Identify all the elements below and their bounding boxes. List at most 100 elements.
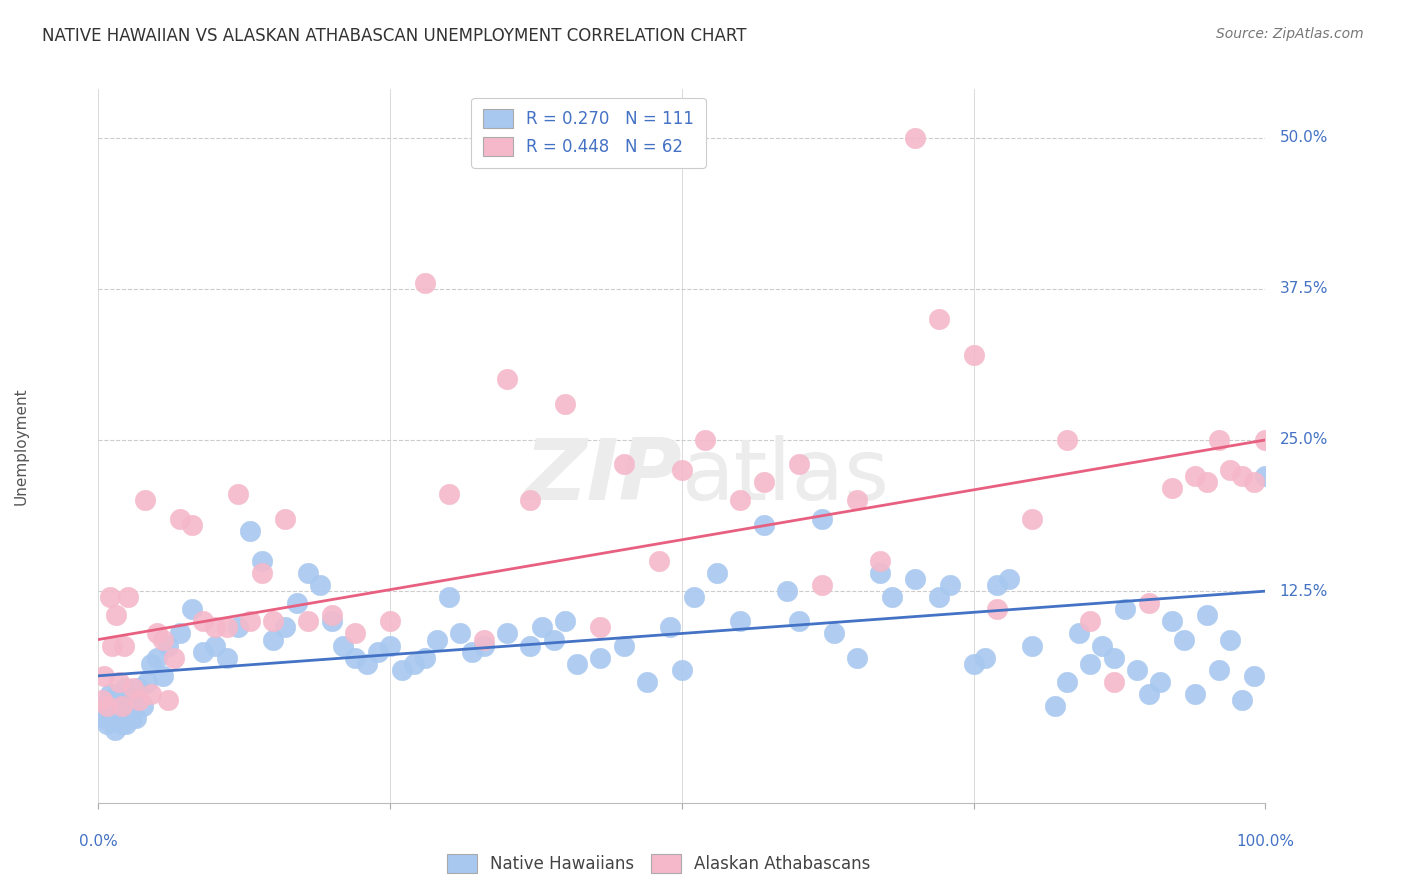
Point xyxy=(1067,626,1090,640)
Point xyxy=(928,590,950,604)
Point xyxy=(437,487,460,501)
Point xyxy=(1173,632,1195,647)
Point xyxy=(105,705,128,719)
Point xyxy=(332,639,354,653)
Point xyxy=(472,632,495,647)
Point xyxy=(1091,639,1114,653)
Point xyxy=(1102,650,1125,665)
Point xyxy=(1056,674,1078,689)
Point xyxy=(928,312,950,326)
Point xyxy=(93,711,115,725)
Point xyxy=(297,566,319,580)
Point xyxy=(1137,687,1160,701)
Point xyxy=(1161,481,1184,495)
Point xyxy=(413,276,436,290)
Point xyxy=(120,693,142,707)
Point xyxy=(1021,511,1043,525)
Text: 25.0%: 25.0% xyxy=(1279,433,1327,448)
Point xyxy=(128,681,150,695)
Point xyxy=(274,620,297,634)
Point xyxy=(104,723,127,738)
Point xyxy=(1230,693,1253,707)
Point xyxy=(986,578,1008,592)
Point xyxy=(543,632,565,647)
Point xyxy=(111,699,134,714)
Point xyxy=(344,650,367,665)
Point xyxy=(695,433,717,447)
Point xyxy=(1161,615,1184,629)
Point xyxy=(108,699,131,714)
Point xyxy=(974,650,997,665)
Point xyxy=(904,572,927,586)
Point xyxy=(108,674,131,689)
Point xyxy=(134,493,156,508)
Point xyxy=(274,511,297,525)
Text: atlas: atlas xyxy=(682,434,890,517)
Point xyxy=(114,681,136,695)
Text: NATIVE HAWAIIAN VS ALASKAN ATHABASCAN UNEMPLOYMENT CORRELATION CHART: NATIVE HAWAIIAN VS ALASKAN ATHABASCAN UN… xyxy=(42,27,747,45)
Point xyxy=(811,578,834,592)
Point xyxy=(671,663,693,677)
Point xyxy=(461,645,484,659)
Point xyxy=(776,584,799,599)
Point xyxy=(869,566,891,580)
Point xyxy=(391,663,413,677)
Point xyxy=(671,463,693,477)
Point xyxy=(426,632,449,647)
Point xyxy=(845,650,868,665)
Point xyxy=(1243,475,1265,490)
Point xyxy=(111,699,134,714)
Point xyxy=(125,711,148,725)
Point xyxy=(157,639,180,653)
Point xyxy=(262,615,284,629)
Point xyxy=(811,511,834,525)
Point xyxy=(636,674,658,689)
Point xyxy=(869,554,891,568)
Point xyxy=(193,615,215,629)
Point xyxy=(118,705,141,719)
Point xyxy=(1195,608,1218,623)
Point xyxy=(1080,657,1102,671)
Point xyxy=(823,626,845,640)
Point xyxy=(204,620,226,634)
Point xyxy=(262,632,284,647)
Point xyxy=(1243,669,1265,683)
Point xyxy=(519,639,541,653)
Point xyxy=(730,493,752,508)
Point xyxy=(378,639,402,653)
Point xyxy=(1219,632,1241,647)
Point xyxy=(100,705,122,719)
Point xyxy=(367,645,389,659)
Point xyxy=(1080,615,1102,629)
Point xyxy=(612,639,634,653)
Point xyxy=(1254,433,1277,447)
Point xyxy=(612,457,634,471)
Point xyxy=(250,566,273,580)
Point xyxy=(565,657,588,671)
Point xyxy=(103,711,125,725)
Point xyxy=(115,717,138,731)
Text: 100.0%: 100.0% xyxy=(1236,834,1295,849)
Point xyxy=(90,693,112,707)
Point xyxy=(104,693,127,707)
Point xyxy=(93,669,115,683)
Point xyxy=(1195,475,1218,490)
Point xyxy=(1184,469,1206,483)
Point xyxy=(752,475,775,490)
Point xyxy=(1137,596,1160,610)
Point xyxy=(1254,469,1277,483)
Point xyxy=(297,615,319,629)
Point xyxy=(107,687,129,701)
Point xyxy=(121,711,143,725)
Point xyxy=(554,397,576,411)
Point xyxy=(104,608,127,623)
Point xyxy=(285,596,308,610)
Point xyxy=(98,687,121,701)
Point xyxy=(356,657,378,671)
Point xyxy=(132,699,155,714)
Point xyxy=(122,681,145,695)
Point xyxy=(118,687,141,701)
Point xyxy=(1230,469,1253,483)
Point xyxy=(530,620,553,634)
Point xyxy=(101,699,124,714)
